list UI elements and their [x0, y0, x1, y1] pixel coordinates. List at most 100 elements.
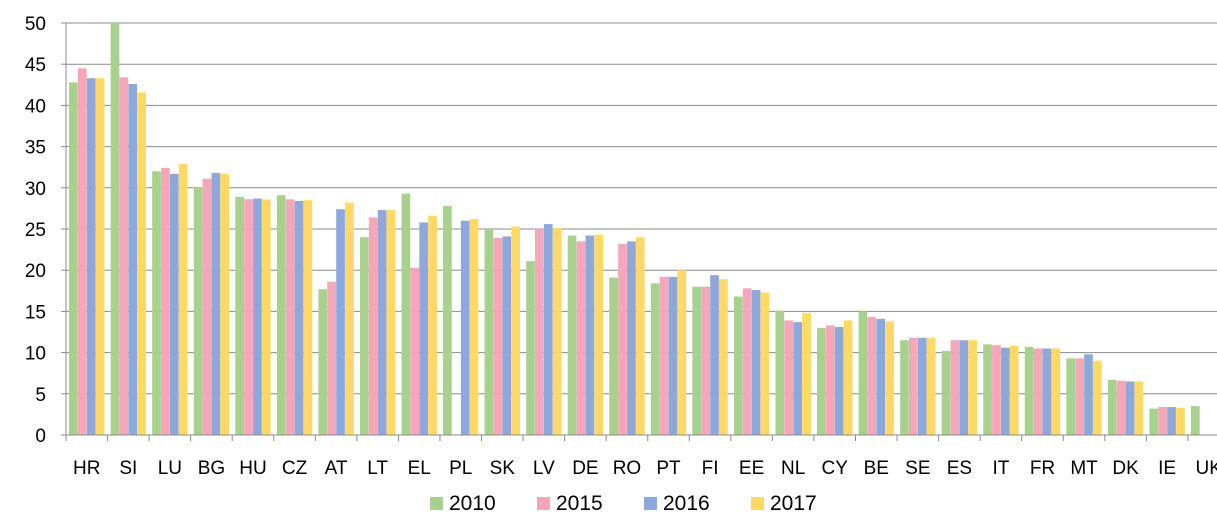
bar-2017-LT	[386, 210, 396, 435]
bar-2016-FI	[710, 275, 719, 435]
bar-2016-FR	[1042, 348, 1052, 435]
y-tick-label: 40	[25, 96, 46, 117]
bar-2017-SE	[926, 337, 936, 435]
bar-2017-LU	[178, 163, 188, 436]
y-tick-label: 30	[25, 179, 46, 200]
bars	[69, 23, 1200, 436]
y-tick-label: 20	[25, 261, 46, 282]
bar-2016-AT	[336, 209, 345, 435]
x-tick-label: IE	[1158, 458, 1176, 479]
bar-2017-FR	[1051, 348, 1061, 435]
bar-2010-PT	[650, 283, 660, 435]
x-tick-label: IT	[992, 458, 1009, 479]
x-tick-label: EE	[739, 458, 764, 479]
x-tick-label: FR	[1030, 458, 1055, 479]
bar-2010-FR	[1024, 346, 1034, 435]
y-tick-label: 45	[25, 55, 46, 76]
legend-label-2016: 2016	[663, 492, 710, 515]
x-tick-label: PT	[656, 458, 681, 479]
bar-2015-AT	[327, 281, 336, 435]
bar-2017-LV	[552, 228, 562, 435]
bar-2016-HU	[253, 198, 262, 435]
bar-2016-EE	[751, 289, 761, 435]
bar-2017-AT	[345, 202, 354, 435]
bar-2017-SK	[511, 226, 520, 435]
x-tick-label: NL	[781, 458, 805, 479]
bar-2015-MT	[1075, 358, 1084, 435]
x-tick-label: PL	[449, 458, 472, 479]
bar-2015-BG	[202, 178, 212, 435]
bar-2010-HU	[235, 196, 244, 435]
bar-2017-IE	[1176, 407, 1185, 435]
legend: 2010 2015 2016 2017	[430, 492, 817, 515]
bar-2016-IT	[1001, 347, 1010, 435]
x-tick-labels: HR SI LU BG HU CZ AT LT EL PL SK LV DE RO PT FI EE NL CY BE…	[73, 458, 1217, 479]
bar-2010-SI	[110, 23, 120, 435]
legend-label-2015: 2015	[556, 492, 603, 515]
x-tick-label: CZ	[282, 458, 308, 479]
legend-label-2017: 2017	[770, 492, 817, 515]
bar-2017-DK	[1134, 381, 1144, 435]
bar-2010-CZ	[276, 195, 286, 435]
bar-2015-BE	[867, 317, 877, 435]
bar-2017-BG	[220, 173, 230, 436]
y-tick-label: 5	[35, 385, 46, 406]
bar-2015-CZ	[285, 199, 295, 435]
bar-2015-SE	[909, 337, 918, 435]
bar-2010-BG	[193, 186, 203, 435]
bar-2017-EE	[760, 292, 770, 435]
bar-2010-LU	[152, 171, 161, 435]
bar-2015-EL	[410, 267, 420, 435]
bar-2010-AT	[318, 289, 328, 435]
x-tick-label: AT	[325, 458, 348, 479]
bar-2010-EE	[733, 296, 743, 435]
bar-2016-RO	[627, 241, 636, 435]
bar-2017-CY	[843, 320, 853, 435]
bar-2010-DK	[1107, 379, 1117, 435]
x-tick-label: BE	[864, 458, 889, 479]
bar-2016-EL	[419, 222, 428, 435]
bar-2017-CZ	[303, 200, 313, 435]
bar-2010-ES	[941, 350, 951, 435]
bar-2015-EE	[742, 288, 752, 435]
bar-2015-RO	[618, 243, 627, 435]
bar-2016-ES	[959, 340, 969, 435]
bar-2016-CZ	[294, 200, 304, 435]
bar-2016-LT	[377, 210, 387, 435]
bar-2016-PT	[668, 276, 678, 435]
bar-2010-IT	[983, 344, 992, 435]
bar-2015-LV	[535, 228, 544, 435]
x-tick-label: UK	[1195, 458, 1217, 479]
x-tick-label: BG	[198, 458, 225, 479]
bar-2017-SI	[137, 92, 147, 435]
bar-2017-RO	[635, 237, 645, 435]
y-tick-label: 10	[25, 344, 46, 365]
x-tick-label: FI	[702, 458, 719, 479]
x-tick-label: HR	[73, 458, 100, 479]
bar-2010-IE	[1149, 408, 1159, 435]
y-tick-label: 25	[25, 220, 46, 241]
bar-2015-DK	[1116, 380, 1126, 435]
x-tick-label: HU	[239, 458, 266, 479]
bar-2010-BE	[858, 311, 868, 435]
bar-2015-HU	[244, 199, 253, 435]
bar-2017-HU	[261, 199, 271, 435]
bar-2016-SE	[917, 337, 927, 435]
x-tick-label: LT	[367, 458, 388, 479]
bar-2010-DE	[567, 235, 577, 435]
bar-2010-LT	[359, 237, 369, 435]
bar-2015-DE	[576, 241, 586, 435]
bar-2010-HR	[69, 82, 78, 435]
bar-2017-MT	[1093, 360, 1102, 435]
bar-2015-LU	[161, 168, 170, 436]
bar-2016-NL	[793, 322, 802, 435]
y-tick-label: 50	[25, 14, 46, 35]
bar-2015-SK	[493, 238, 503, 435]
bar-2016-DE	[585, 235, 595, 435]
x-tick-label: MT	[1070, 458, 1098, 479]
bar-2010-EL	[401, 193, 411, 435]
bar-2010-RO	[609, 277, 618, 435]
bar-2015-ES	[950, 340, 960, 435]
legend-swatch-2016	[644, 497, 657, 510]
y-tick-label: 15	[25, 302, 46, 323]
